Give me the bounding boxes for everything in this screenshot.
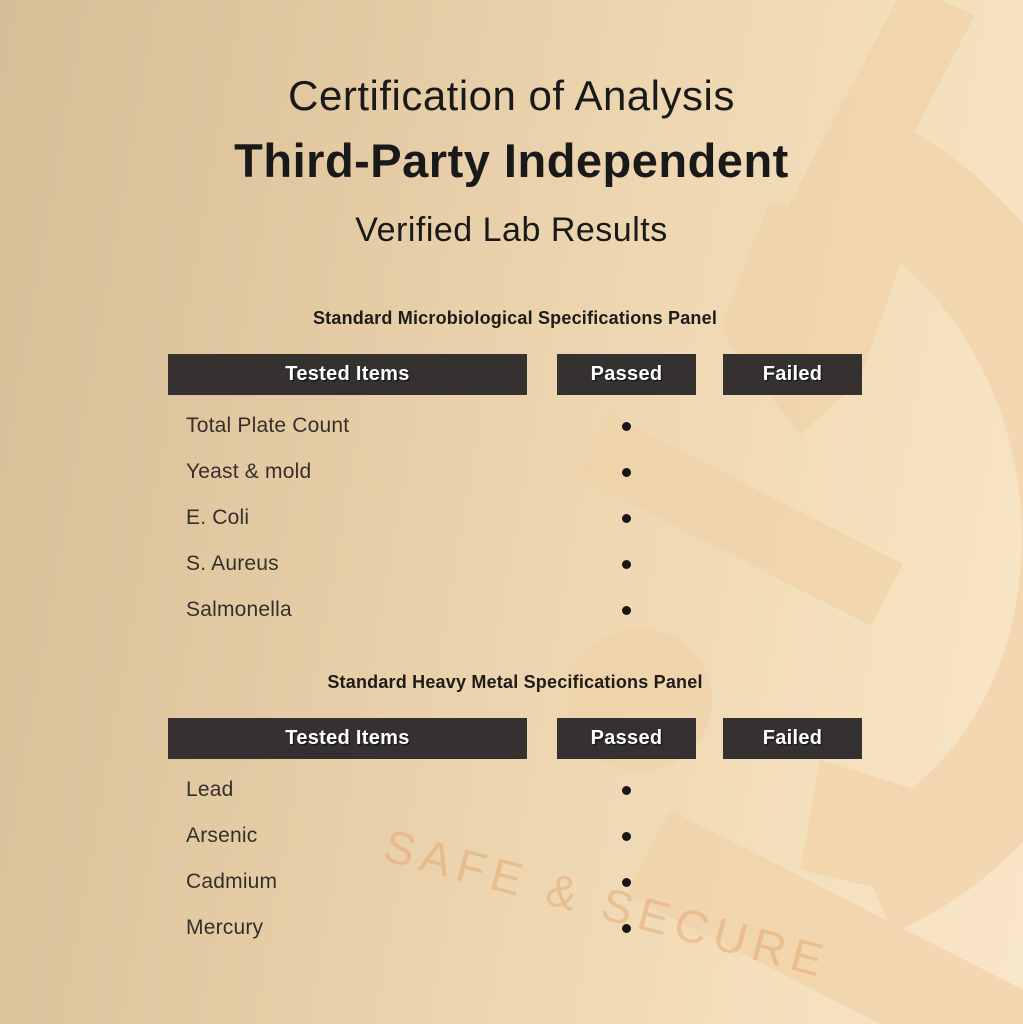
table-row: Arsenic [168,813,862,859]
passed-dot [622,831,631,841]
passed-dot [622,877,631,887]
column-header-failed: Failed [723,354,862,395]
passed-dot [622,559,631,569]
table-row: Cadmium [168,859,862,905]
table-row: Lead [168,767,862,813]
panel-heading: Standard Heavy Metal Specifications Pane… [327,672,703,692]
tested-item-label: Mercury [186,916,264,939]
table-row: S. Aureus [168,541,862,587]
table-row: E. Coli [168,495,862,541]
passed-dot [622,785,631,795]
tested-item-label: E. Coli [186,506,250,529]
table-body: Total Plate Count Yeast & mold E. Coli S… [168,403,862,633]
table-row: Salmonella [168,587,862,633]
panel-heading: Standard Microbiological Specifications … [312,308,718,328]
passed-dot [622,605,631,615]
passed-dot [622,421,631,431]
tested-item-label: Total Plate Count [186,414,350,437]
column-header-passed: Passed [557,718,696,759]
column-header-row: Tested Items Passed Failed [168,718,862,759]
tested-item-label: Yeast & mold [186,460,312,483]
table-row: Yeast & mold [168,449,862,495]
microbiological-panel: Standard Microbiological Specifications … [168,308,862,638]
table-row: Mercury [168,905,862,951]
tested-item-label: Salmonella [186,598,292,621]
tested-item-label: S. Aureus [186,552,279,575]
tested-item-label: Arsenic [186,824,258,847]
tested-item-label: Cadmium [186,870,278,893]
column-header-failed: Failed [723,718,862,759]
page-title: Certification of Analysis [288,72,735,119]
table-row: Total Plate Count [168,403,862,449]
table-body: Lead Arsenic Cadmium Mercury [168,767,862,951]
column-header-row: Tested Items Passed Failed [168,354,862,395]
column-header-tested-items: Tested Items [168,354,527,395]
passed-dot [622,513,631,523]
column-header-passed: Passed [557,354,696,395]
column-header-tested-items: Tested Items [168,718,527,759]
passed-dot [622,923,631,933]
page-subtitle-bold: Third-Party Independent [234,134,789,187]
passed-dot [622,467,631,477]
tested-item-label: Lead [186,778,234,801]
page-subtitle: Verified Lab Results [355,211,668,249]
heavy-metal-panel: Standard Heavy Metal Specifications Pane… [168,672,862,962]
